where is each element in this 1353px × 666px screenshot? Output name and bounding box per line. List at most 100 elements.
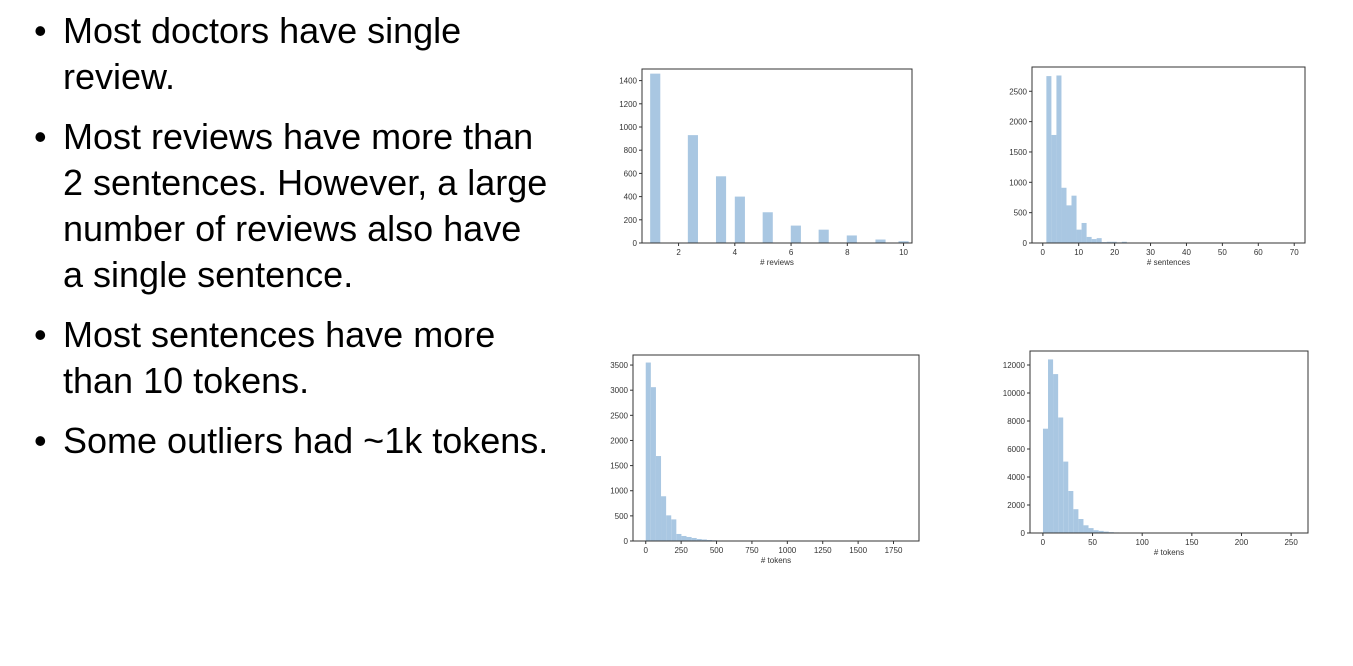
histogram-bar — [1053, 374, 1059, 533]
sentences-histogram: 0 10 20 30 40 50 60 70 0 500 1000 1500 2000 2500 # sen… — [1009, 66, 1306, 267]
histogram-bar — [671, 519, 677, 541]
bullet-list: Most doctors have single review. Most re… — [30, 8, 550, 478]
x-tick-label: 30 — [1146, 248, 1155, 257]
tokens-per-review-histogram: 0 250 500 750 1000 1250 1500 1750 0 500 1000 1500 20… — [610, 354, 920, 565]
x-tick-label: 200 — [1235, 538, 1249, 547]
y-tick-label: 10000 — [1003, 389, 1026, 398]
histogram-bar — [650, 73, 661, 243]
y-tick-label: 0 — [1023, 239, 1028, 248]
histogram-bar — [1051, 134, 1057, 243]
histogram-bar — [1078, 519, 1084, 533]
y-tick-label: 2000 — [1007, 501, 1025, 510]
y-tick-label: 1000 — [1009, 178, 1027, 187]
x-axis-label: # reviews — [760, 258, 794, 267]
histogram-bar — [762, 212, 773, 243]
histogram-bar — [1088, 528, 1094, 533]
histogram-bar — [1063, 461, 1069, 533]
histogram-bar — [1046, 76, 1052, 243]
histogram-bar — [1058, 417, 1064, 533]
y-tick-label: 0 — [1021, 529, 1026, 538]
y-tick-label: 800 — [624, 146, 638, 155]
histogram-bar — [1103, 531, 1109, 533]
histogram-bar — [1111, 241, 1117, 243]
x-tick-label: 1250 — [814, 546, 832, 555]
histogram-bar — [701, 539, 707, 541]
histogram-bar — [1081, 222, 1087, 243]
x-tick-label: 250 — [674, 546, 688, 555]
plot-frame — [632, 354, 920, 542]
histogram-bar — [650, 387, 656, 541]
x-axis-label: # sentences — [1147, 258, 1190, 267]
y-tick-label: 1200 — [619, 100, 637, 109]
y-tick-label: 2000 — [1009, 118, 1027, 127]
x-axis-label: # tokens — [761, 556, 791, 565]
bullet-item: Most sentences have more than 10 tokens. — [30, 312, 550, 404]
histogram-bar — [1106, 241, 1112, 243]
histogram-bar — [655, 456, 662, 541]
bullet-item: Some outliers had ~1k tokens. — [30, 418, 550, 464]
histogram-bar — [1098, 530, 1104, 533]
bullet-item: Most reviews have more than 2 sentences.… — [30, 114, 550, 298]
histogram-bar — [1093, 530, 1099, 533]
y-tick-label: 2500 — [1009, 87, 1027, 96]
x-tick-label: 20 — [1110, 248, 1119, 257]
y-tick-label: 500 — [615, 512, 629, 521]
histogram-bar — [715, 176, 727, 243]
x-tick-label: 2 — [676, 248, 681, 257]
y-tick-label: 4000 — [1007, 473, 1025, 482]
histogram-bar — [1096, 238, 1102, 243]
y-tick-label: 2500 — [610, 411, 628, 420]
histogram-bar — [734, 196, 745, 243]
y-tick-label: 1500 — [1009, 148, 1027, 157]
y-tick-label: 3500 — [610, 361, 628, 370]
x-tick-label: 6 — [789, 248, 794, 257]
histogram-bar — [691, 537, 697, 541]
histogram-bar — [846, 235, 857, 243]
x-tick-label: 50 — [1088, 538, 1097, 547]
x-tick-label: 0 — [1041, 248, 1046, 257]
x-tick-label: 4 — [733, 248, 738, 257]
histogram-bar — [1073, 509, 1079, 533]
x-tick-label: 500 — [710, 546, 724, 555]
histogram-bar — [681, 535, 687, 541]
reviews-histogram: 2 4 6 8 10 0 200 400 600 800 1000 1200 1400 # reviews — [619, 68, 913, 267]
x-tick-label: 100 — [1136, 538, 1150, 547]
histogram-bar — [1056, 75, 1062, 243]
x-tick-label: 40 — [1182, 248, 1191, 257]
histogram-bar — [790, 225, 801, 243]
x-tick-label: 1000 — [778, 546, 796, 555]
x-tick-label: 750 — [745, 546, 759, 555]
histogram-bar — [1061, 187, 1067, 243]
y-tick-label: 0 — [633, 239, 638, 248]
histogram-bar — [875, 239, 886, 243]
histogram-bar — [1076, 229, 1082, 243]
y-tick-label: 1500 — [610, 462, 628, 471]
histogram-bar — [1066, 205, 1072, 243]
histogram-bar — [1071, 195, 1077, 243]
histogram-bar — [1048, 359, 1054, 533]
y-tick-label: 8000 — [1007, 417, 1025, 426]
plot-frame — [641, 68, 913, 244]
x-tick-label: 1500 — [849, 546, 867, 555]
histogram-bar — [818, 229, 829, 243]
x-tick-label: 0 — [1041, 538, 1046, 547]
histogram-bar — [696, 538, 702, 541]
histogram-bar — [676, 533, 682, 541]
histogram-bar — [645, 362, 651, 541]
x-tick-label: 70 — [1290, 248, 1299, 257]
x-tick-label: 60 — [1254, 248, 1263, 257]
tokens-per-sentence-histogram: 0 50 100 150 200 250 0 2000 4000 6000 8000 10000 120… — [1003, 350, 1309, 557]
histogram-bar — [1091, 239, 1097, 243]
y-tick-label: 12000 — [1003, 361, 1026, 370]
histogram-bar — [661, 496, 667, 541]
histogram-bar — [1086, 236, 1092, 243]
histogram-bar — [706, 539, 713, 541]
bullet-item: Most doctors have single review. — [30, 8, 550, 100]
y-tick-label: 1000 — [619, 123, 637, 132]
histogram-bar — [687, 135, 698, 243]
y-tick-label: 200 — [624, 216, 638, 225]
x-tick-label: 250 — [1284, 538, 1298, 547]
x-tick-label: 10 — [1074, 248, 1083, 257]
y-tick-label: 600 — [624, 169, 638, 178]
y-tick-label: 2000 — [610, 436, 628, 445]
